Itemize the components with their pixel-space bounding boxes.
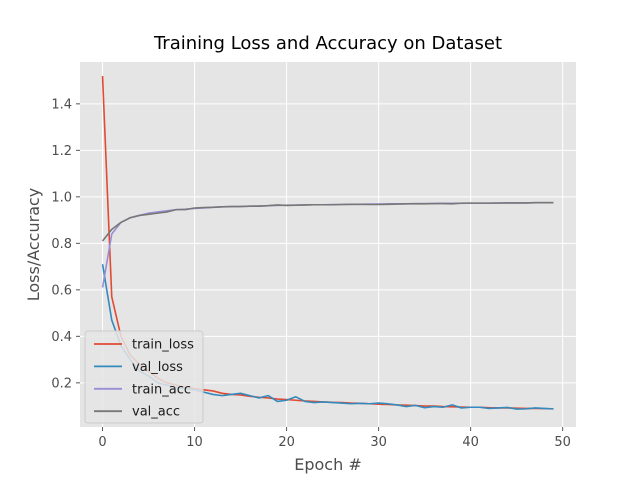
grid xyxy=(80,62,576,427)
y-tick-label: 0.4 xyxy=(51,330,72,345)
y-tick-label: 0.8 xyxy=(51,237,72,252)
y-tick-label: 1.4 xyxy=(51,97,72,112)
x-tick-label: 10 xyxy=(186,435,203,450)
series-line-val-acc xyxy=(101,201,554,242)
y-tick-label: 1.0 xyxy=(51,190,72,205)
legend-label: train_loss xyxy=(132,338,194,353)
x-tick-label: 20 xyxy=(278,435,295,450)
legend-box xyxy=(84,330,204,424)
x-tick-label: 30 xyxy=(370,435,387,450)
axis-ticks: 0 10 20 30 40 50 0.2 0.4 0.6 0.8 1.0 1.2 1.4 xyxy=(51,97,571,450)
x-axis-label: Epoch # xyxy=(294,455,361,474)
legend: train_loss val_loss train_acc val_acc xyxy=(84,330,204,424)
y-tick-label: 0.6 xyxy=(51,283,72,298)
legend-label: train_acc xyxy=(132,382,191,397)
y-axis-label: Loss/Accuracy xyxy=(24,188,43,302)
x-tick-label: 0 xyxy=(98,435,106,450)
y-tick-label: 0.2 xyxy=(51,376,72,391)
legend-label: val_loss xyxy=(132,360,183,375)
legend-label: val_acc xyxy=(132,405,180,420)
chart-title: Training Loss and Accuracy on Dataset xyxy=(153,33,502,54)
x-tick-label: 40 xyxy=(462,435,479,450)
x-tick-label: 50 xyxy=(554,435,571,450)
y-tick-label: 1.2 xyxy=(51,144,72,159)
